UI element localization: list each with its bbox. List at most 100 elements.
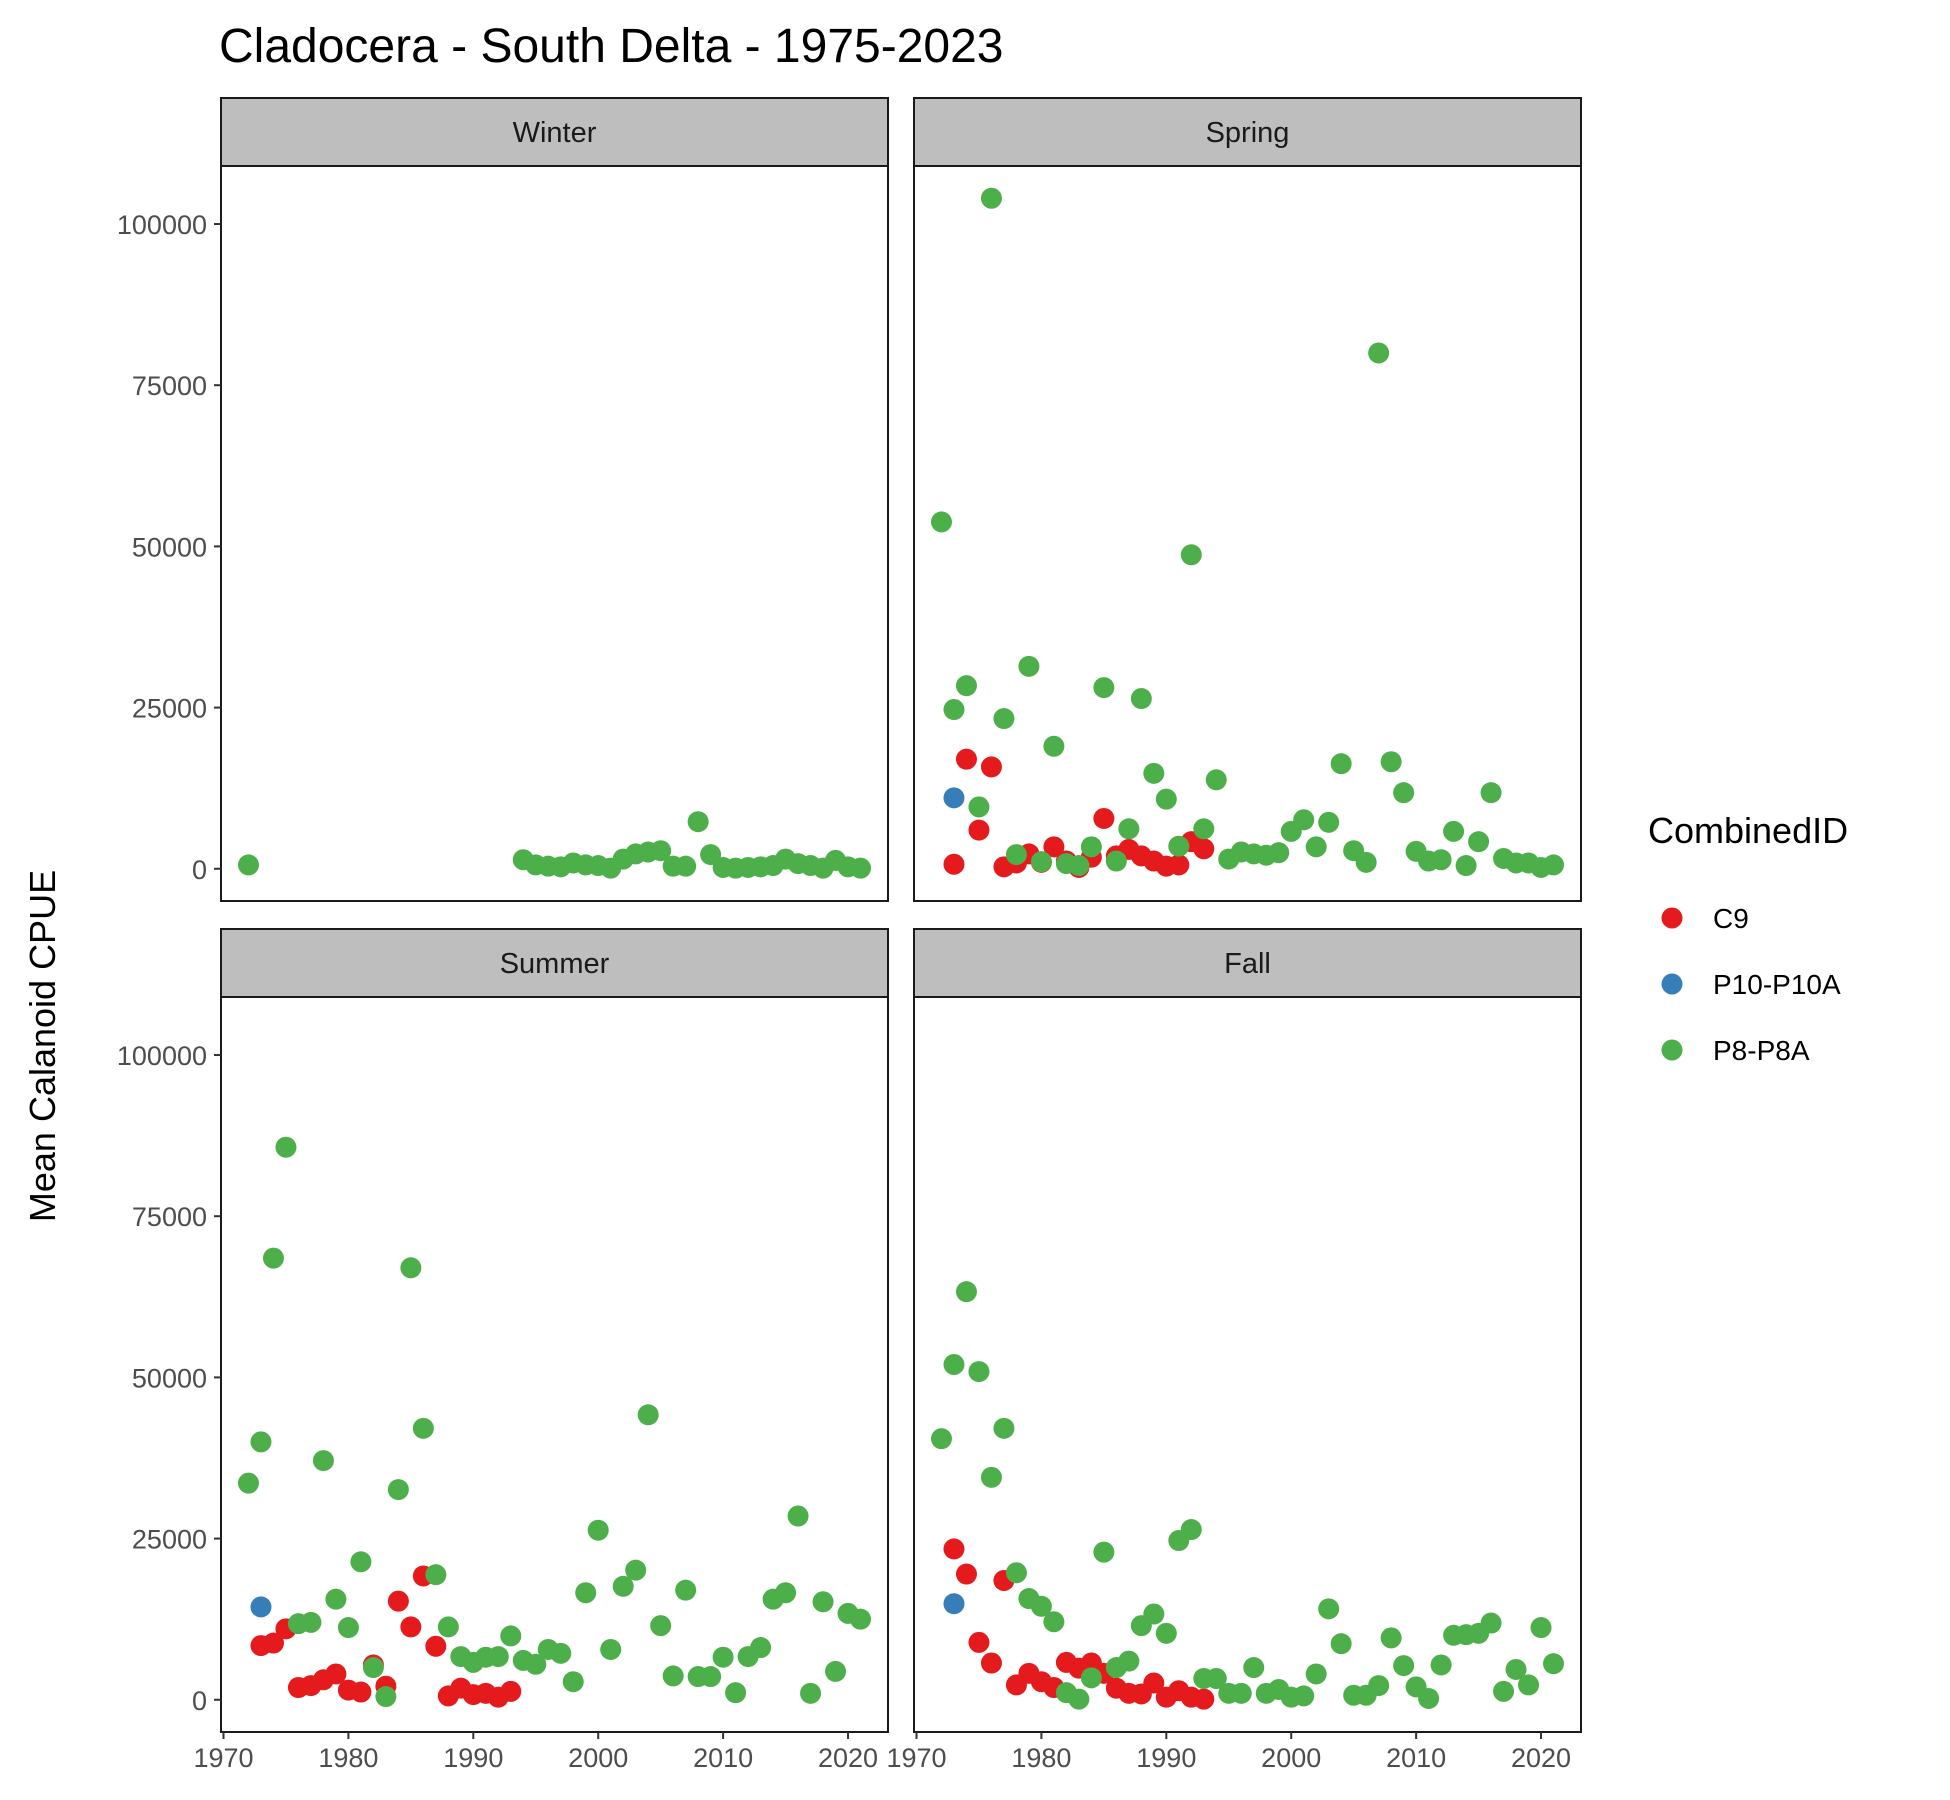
data-point-p8-p8a — [1180, 1519, 1202, 1541]
data-point-p8-p8a — [1005, 844, 1027, 866]
data-point-p8-p8a — [1330, 753, 1352, 775]
data-point-p8-p8a — [325, 1588, 347, 1610]
data-point-p8-p8a — [943, 699, 965, 721]
data-point-p8-p8a — [980, 187, 1002, 209]
data-point-p8-p8a — [1305, 836, 1327, 858]
data-point-p8-p8a — [1030, 851, 1052, 873]
data-point-p8-p8a — [1043, 1611, 1065, 1633]
data-point-p8-p8a — [1180, 544, 1202, 566]
data-point-p8-p8a — [500, 1625, 522, 1647]
data-point-p8-p8a — [1418, 1687, 1440, 1709]
panel-background — [221, 997, 888, 1732]
points-summer — [237, 1136, 872, 1708]
data-point-p8-p8a — [1205, 1667, 1227, 1689]
data-point-p8-p8a — [787, 1505, 809, 1527]
x-tick-label: 1970 — [193, 1743, 253, 1773]
data-point-p8-p8a — [275, 1136, 297, 1158]
data-point-p8-p8a — [300, 1611, 322, 1633]
legend-label: P10-P10A — [1713, 969, 1841, 1000]
data-point-p8-p8a — [850, 1608, 872, 1630]
legend-key-p10-p10a — [1661, 973, 1683, 995]
data-point-p8-p8a — [1068, 855, 1090, 877]
data-point-c9 — [325, 1663, 347, 1685]
legend-item-c9: C9 — [1661, 903, 1749, 934]
data-point-p8-p8a — [930, 511, 952, 533]
data-point-p8-p8a — [337, 1617, 359, 1639]
data-point-c9 — [425, 1635, 447, 1657]
facet-panel-fall: Fall 1970 1980 1990 2000 2010 2020 — [886, 928, 1582, 1773]
data-point-p8-p8a — [675, 855, 697, 877]
data-point-c9 — [968, 819, 990, 841]
facet-panel-winter: Winter 0 25000 50000 75000 100000 — [117, 97, 889, 902]
data-point-p8-p8a — [1018, 655, 1040, 677]
data-point-c9 — [1193, 838, 1215, 860]
data-point-p8-p8a — [675, 1579, 697, 1601]
data-point-p8-p8a — [1318, 1598, 1340, 1620]
data-point-p8-p8a — [955, 1281, 977, 1303]
panel-border — [913, 996, 1582, 1733]
data-point-p8-p8a — [1118, 818, 1140, 840]
x-tick-label: 2020 — [1511, 1743, 1571, 1773]
facet-panel-summer: Summer 0 25000 50000 75000 100000 1970 1980 1990… — [117, 928, 889, 1773]
data-point-p8-p8a — [700, 1666, 722, 1688]
data-point-p8-p8a — [1443, 820, 1465, 842]
data-point-p8-p8a — [1293, 809, 1315, 831]
data-point-p8-p8a — [1380, 1627, 1402, 1649]
data-point-p8-p8a — [993, 708, 1015, 730]
data-point-p10-p10a — [943, 1593, 965, 1615]
y-tick-label: 25000 — [132, 694, 207, 724]
data-point-p8-p8a — [1480, 1612, 1502, 1634]
data-point-p8-p8a — [1105, 850, 1127, 872]
data-point-p8-p8a — [968, 1361, 990, 1383]
data-point-c9 — [1193, 1688, 1215, 1710]
data-point-p8-p8a — [1080, 1667, 1102, 1689]
data-point-p8-p8a — [1368, 342, 1390, 364]
legend-key-c9 — [1661, 907, 1683, 929]
data-point-c9 — [980, 1652, 1002, 1674]
data-point-p10-p10a — [250, 1596, 272, 1618]
data-point-c9 — [943, 1538, 965, 1560]
data-point-p8-p8a — [1530, 1617, 1552, 1639]
data-point-p8-p8a — [550, 1642, 572, 1664]
data-point-p8-p8a — [725, 1682, 747, 1704]
data-point-p8-p8a — [930, 1428, 952, 1450]
data-point-p10-p10a — [943, 787, 965, 809]
data-point-p8-p8a — [1518, 1674, 1540, 1696]
data-point-p8-p8a — [1393, 1655, 1415, 1677]
data-point-p8-p8a — [1455, 855, 1477, 877]
points-winter — [237, 811, 872, 879]
data-point-p8-p8a — [387, 1479, 409, 1501]
y-tick-label: 0 — [192, 855, 207, 885]
data-point-p8-p8a — [637, 1404, 659, 1426]
y-tick-label: 50000 — [132, 532, 207, 562]
data-point-p8-p8a — [1468, 831, 1490, 853]
legend: CombinedID C9 P10-P10A P8-P8A — [1648, 810, 1848, 1066]
facet-strip-label: Fall — [1224, 948, 1271, 980]
data-point-p8-p8a — [1480, 782, 1502, 804]
data-point-p8-p8a — [1155, 1622, 1177, 1644]
data-point-p8-p8a — [1268, 842, 1290, 864]
legend-item-p8-p8a: P8-P8A — [1661, 1035, 1810, 1066]
y-tick-label: 100000 — [117, 210, 207, 240]
data-point-p8-p8a — [1193, 818, 1215, 840]
data-point-p8-p8a — [825, 1660, 847, 1682]
facet-strip-label: Spring — [1206, 117, 1290, 149]
data-point-p8-p8a — [662, 1665, 684, 1687]
data-point-p8-p8a — [1543, 1653, 1565, 1675]
data-point-p8-p8a — [1430, 1654, 1452, 1676]
data-point-p8-p8a — [1293, 1685, 1315, 1707]
data-point-p8-p8a — [1093, 677, 1115, 699]
data-point-p8-p8a — [612, 1575, 634, 1597]
data-point-p8-p8a — [1205, 769, 1227, 791]
data-point-c9 — [955, 1563, 977, 1585]
panel-border — [220, 996, 889, 1733]
data-point-p8-p8a — [980, 1466, 1002, 1488]
data-point-p8-p8a — [1318, 811, 1340, 833]
data-point-c9 — [1143, 1672, 1165, 1694]
data-point-c9 — [955, 748, 977, 770]
x-tick-label: 2010 — [693, 1743, 753, 1773]
panel-background — [221, 166, 888, 901]
y-axis-title: Mean Calanoid CPUE — [22, 870, 63, 1222]
x-tick-label: 1970 — [886, 1743, 946, 1773]
